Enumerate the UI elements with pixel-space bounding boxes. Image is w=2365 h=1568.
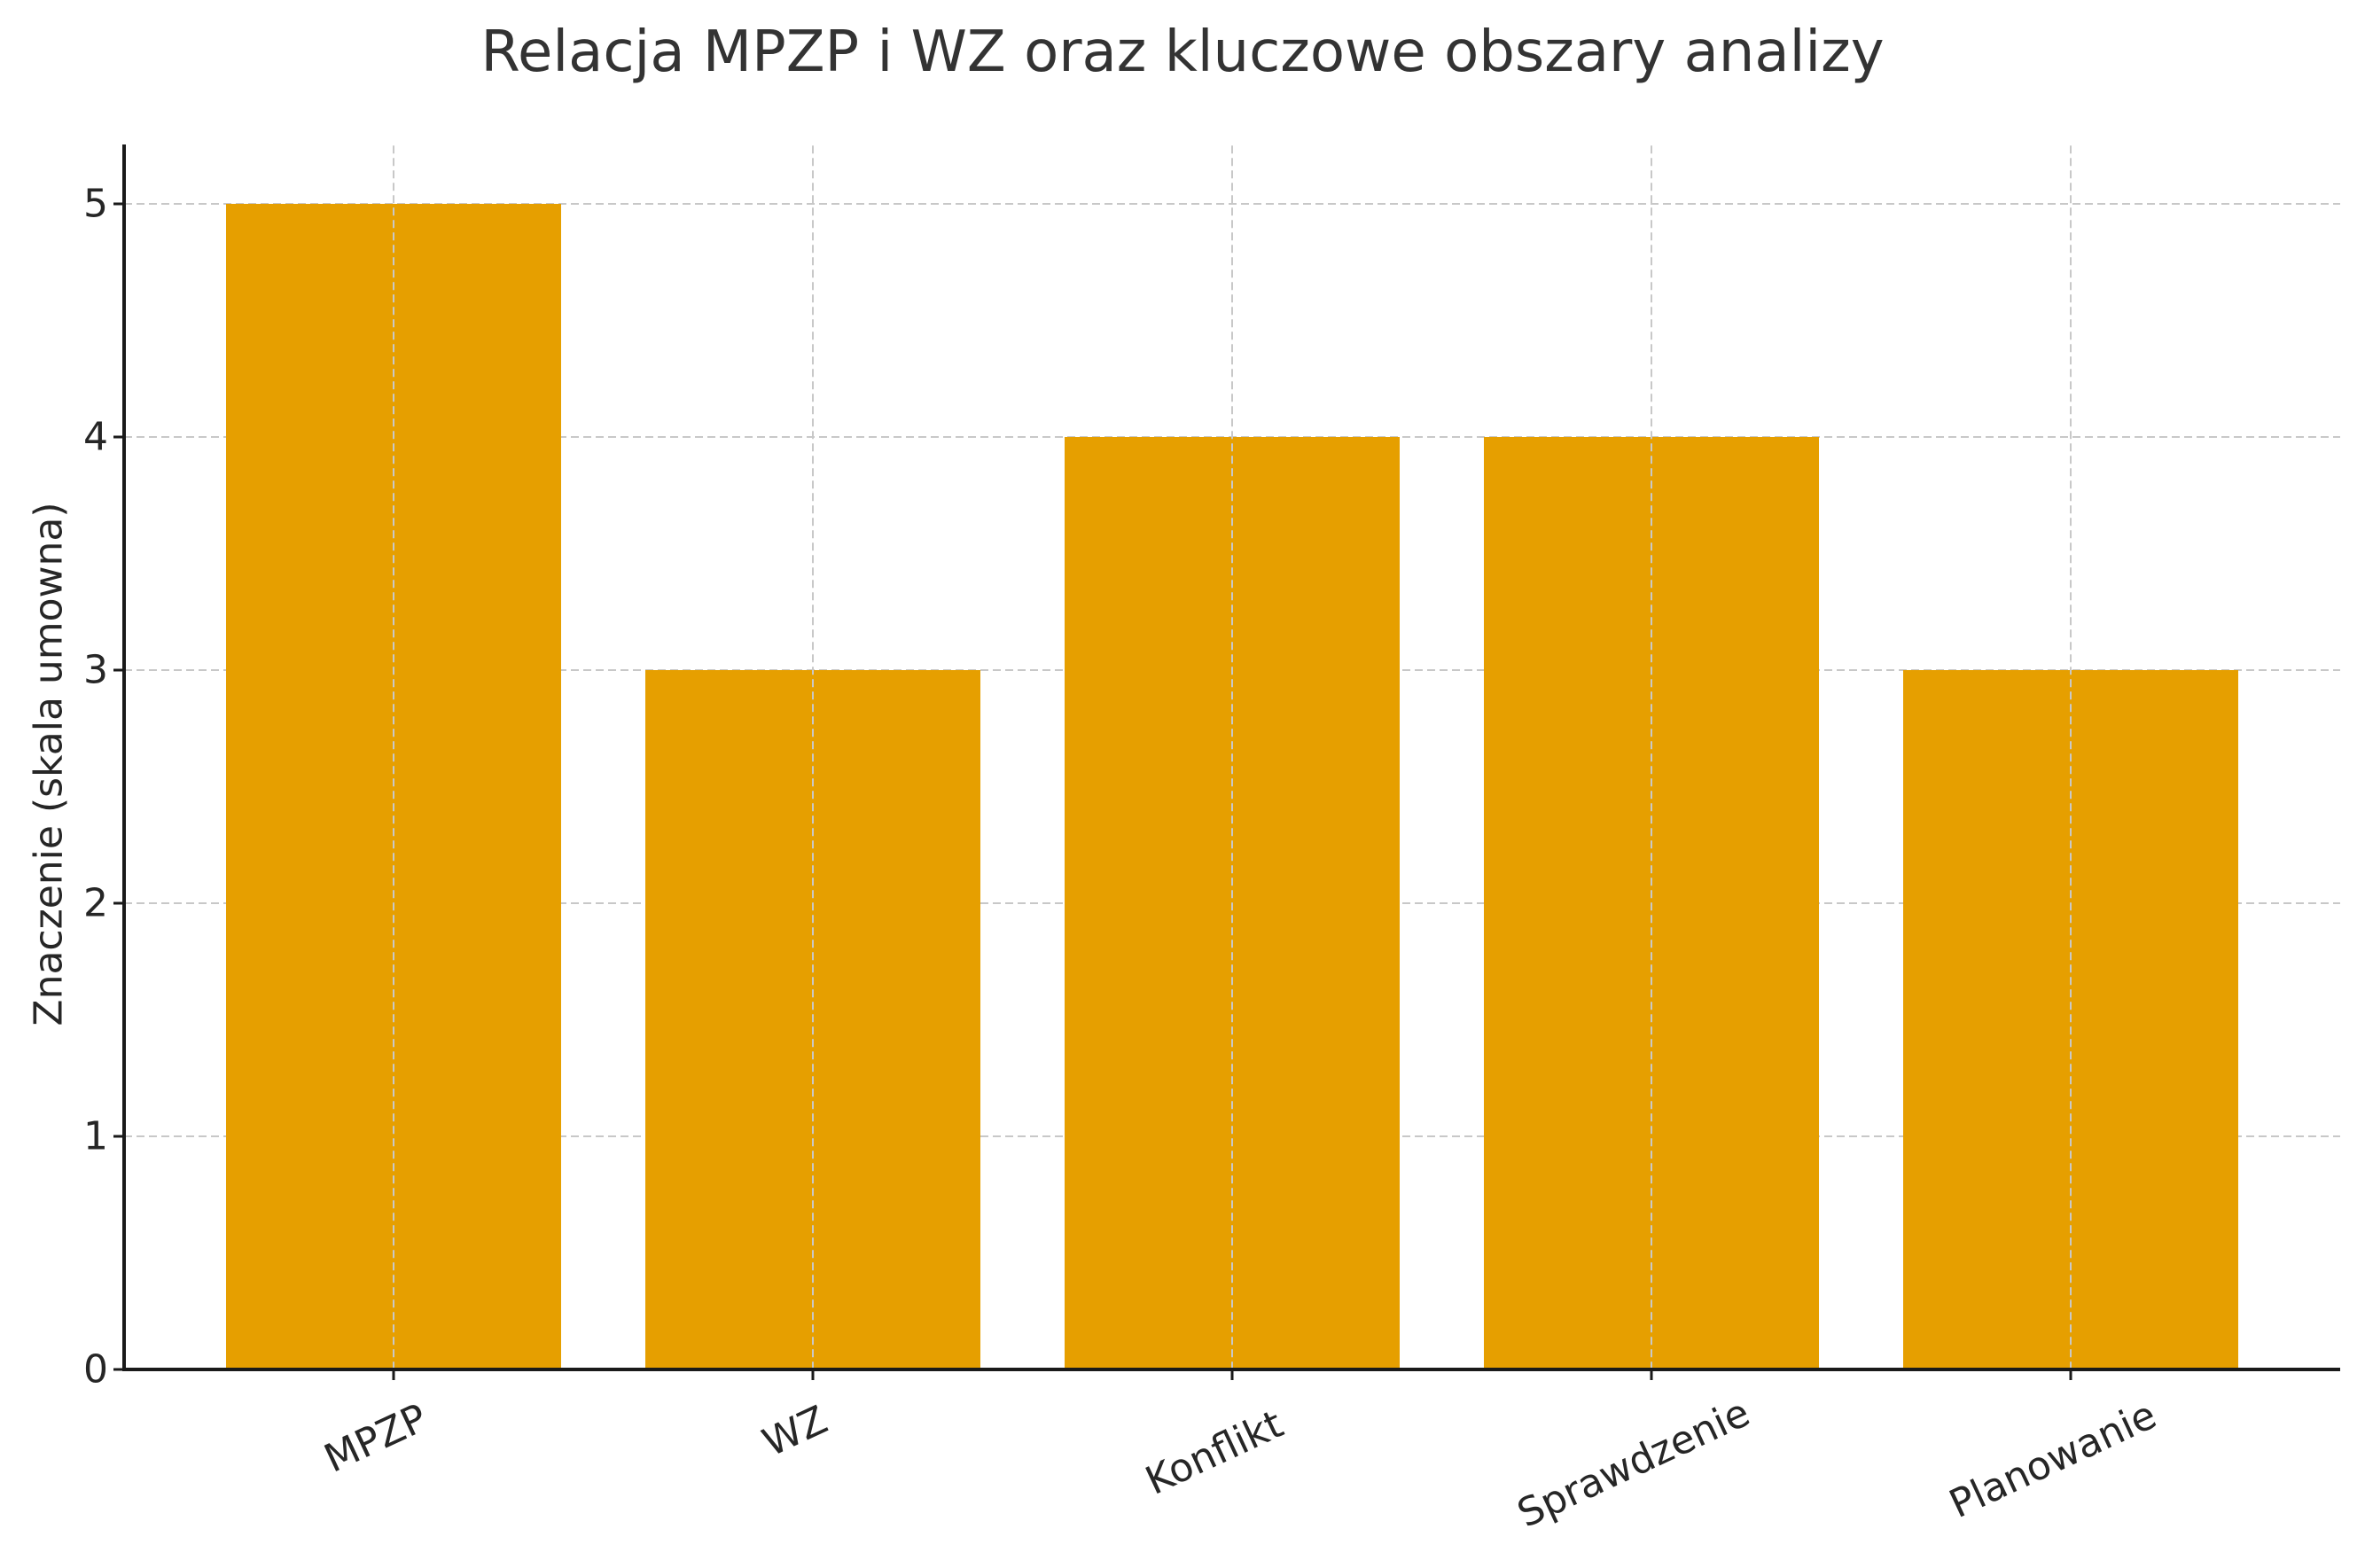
y-tick-label: 1 (83, 1113, 108, 1159)
y-tick-label: 0 (83, 1346, 108, 1392)
y-tick-label: 4 (83, 414, 108, 460)
y-tick-label: 2 (83, 880, 108, 926)
axes (113, 144, 2340, 1380)
chart-title: Relacja MPZP i WZ oraz kluczowe obszary … (480, 20, 1885, 85)
y-tick-label: 3 (83, 647, 108, 693)
vertical-gridlines (393, 145, 2072, 1369)
y-tick-label: 5 (83, 181, 108, 227)
